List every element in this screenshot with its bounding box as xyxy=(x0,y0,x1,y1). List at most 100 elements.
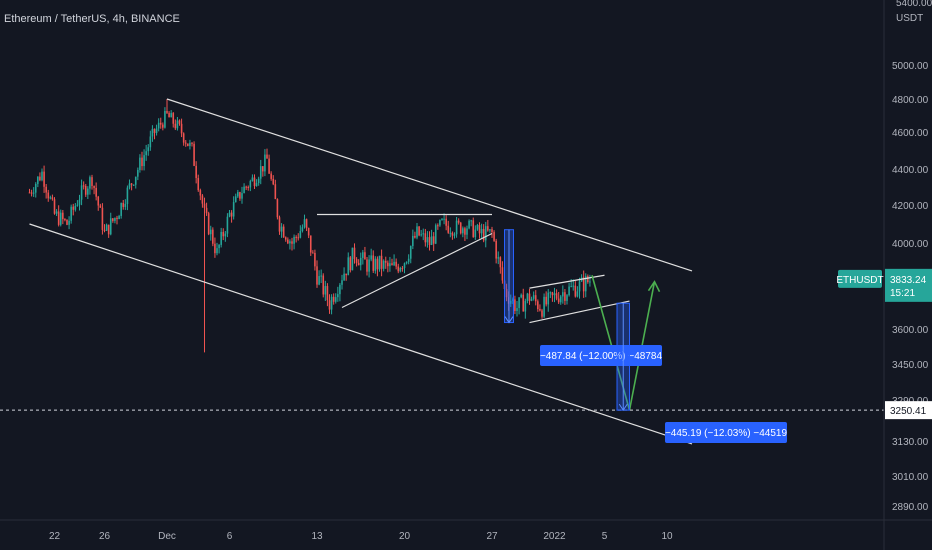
candle-body xyxy=(584,276,587,292)
candle xyxy=(245,185,247,191)
trend-line-channel-lower xyxy=(29,223,693,445)
candle xyxy=(537,299,539,312)
price-axis[interactable]: 5400.00 USDT 5000.00 4800.00 4600.00 4400.00 4… xyxy=(892,0,932,513)
candle xyxy=(128,179,131,190)
x-tick-label: 27 xyxy=(486,531,498,542)
candle-body xyxy=(445,218,447,226)
candle-body xyxy=(272,178,275,185)
price-axis-panel[interactable] xyxy=(884,0,932,520)
candle-body xyxy=(520,294,522,298)
candle xyxy=(303,214,306,229)
candle-body xyxy=(378,255,381,270)
y-tick-label: 5400.00 xyxy=(896,0,932,9)
candle xyxy=(70,204,72,224)
candle xyxy=(197,174,200,192)
candle-body xyxy=(168,112,170,118)
measure-label-box xyxy=(665,422,787,443)
x-tick-label: 13 xyxy=(311,531,323,542)
candle-body xyxy=(93,185,95,188)
candle-body xyxy=(534,295,537,302)
candle xyxy=(168,111,170,118)
candle-body xyxy=(562,292,564,297)
candle xyxy=(51,194,54,201)
candle-body xyxy=(45,186,47,193)
y-tick-label: 4200.00 xyxy=(892,201,929,212)
candle-body xyxy=(301,227,304,232)
candle xyxy=(459,221,462,235)
candle-body xyxy=(509,300,512,304)
candle-body xyxy=(482,228,485,241)
candle-body xyxy=(366,259,368,272)
time-axis-panel[interactable] xyxy=(0,520,932,550)
candle-body xyxy=(449,232,452,234)
candle xyxy=(187,143,189,147)
candle-body xyxy=(347,257,350,276)
candle-body xyxy=(384,260,387,263)
candle xyxy=(34,182,37,198)
candle-body xyxy=(262,166,264,172)
candle-body xyxy=(309,235,312,253)
candle-body xyxy=(526,293,529,301)
x-tick-label: 2022 xyxy=(543,531,566,542)
candle xyxy=(359,252,362,271)
candle xyxy=(309,235,312,256)
target-price-tag: 3250.41 xyxy=(885,401,932,420)
candle xyxy=(524,298,527,319)
candle-body xyxy=(499,257,502,268)
candle xyxy=(278,215,281,235)
candle xyxy=(472,217,475,238)
candle-body xyxy=(145,151,147,156)
candle-body xyxy=(320,275,322,277)
candle xyxy=(228,210,231,218)
candle-body xyxy=(39,176,41,181)
candle xyxy=(45,183,47,199)
candle-body xyxy=(43,171,45,187)
candle xyxy=(380,249,383,277)
candle-body xyxy=(226,216,229,234)
current-price-box xyxy=(885,268,932,302)
candle xyxy=(543,293,545,318)
candle-body xyxy=(551,292,554,296)
candle-body xyxy=(282,226,285,238)
candle-body xyxy=(91,177,93,186)
candle-body xyxy=(518,297,520,309)
candle xyxy=(366,257,368,276)
candle xyxy=(109,212,112,236)
candle xyxy=(553,287,556,303)
candle xyxy=(237,189,239,198)
candle xyxy=(414,231,416,239)
candle xyxy=(462,226,464,238)
candle-body xyxy=(212,229,214,244)
candle xyxy=(355,257,358,267)
candle xyxy=(28,188,31,194)
current-price-value: 3833.24 xyxy=(890,275,927,286)
candle-body xyxy=(318,276,320,285)
candle xyxy=(120,202,122,219)
candle-body xyxy=(295,236,297,238)
candle-body xyxy=(97,196,100,206)
candle-body xyxy=(205,207,208,214)
candle-body xyxy=(416,226,418,238)
candle-body xyxy=(147,147,150,152)
candle-body xyxy=(372,255,375,271)
candle-body xyxy=(189,142,191,146)
time-axis[interactable]: 22 26 Dec 6 13 20 27 2022 5 10 xyxy=(49,531,673,542)
y-tick-label: 4600.00 xyxy=(892,128,929,139)
candle xyxy=(526,292,529,304)
candle-body xyxy=(232,202,235,217)
candle xyxy=(495,238,497,264)
candle-body xyxy=(382,260,385,269)
candle xyxy=(576,286,579,298)
candle xyxy=(112,217,114,223)
candle-body xyxy=(216,248,218,254)
candle xyxy=(299,225,302,239)
candle-body xyxy=(264,154,266,172)
candle xyxy=(159,117,162,129)
candle-body xyxy=(184,142,187,144)
candle-body xyxy=(305,219,308,229)
candle-body xyxy=(328,300,331,310)
candle xyxy=(555,289,558,301)
candle-body xyxy=(155,128,158,133)
